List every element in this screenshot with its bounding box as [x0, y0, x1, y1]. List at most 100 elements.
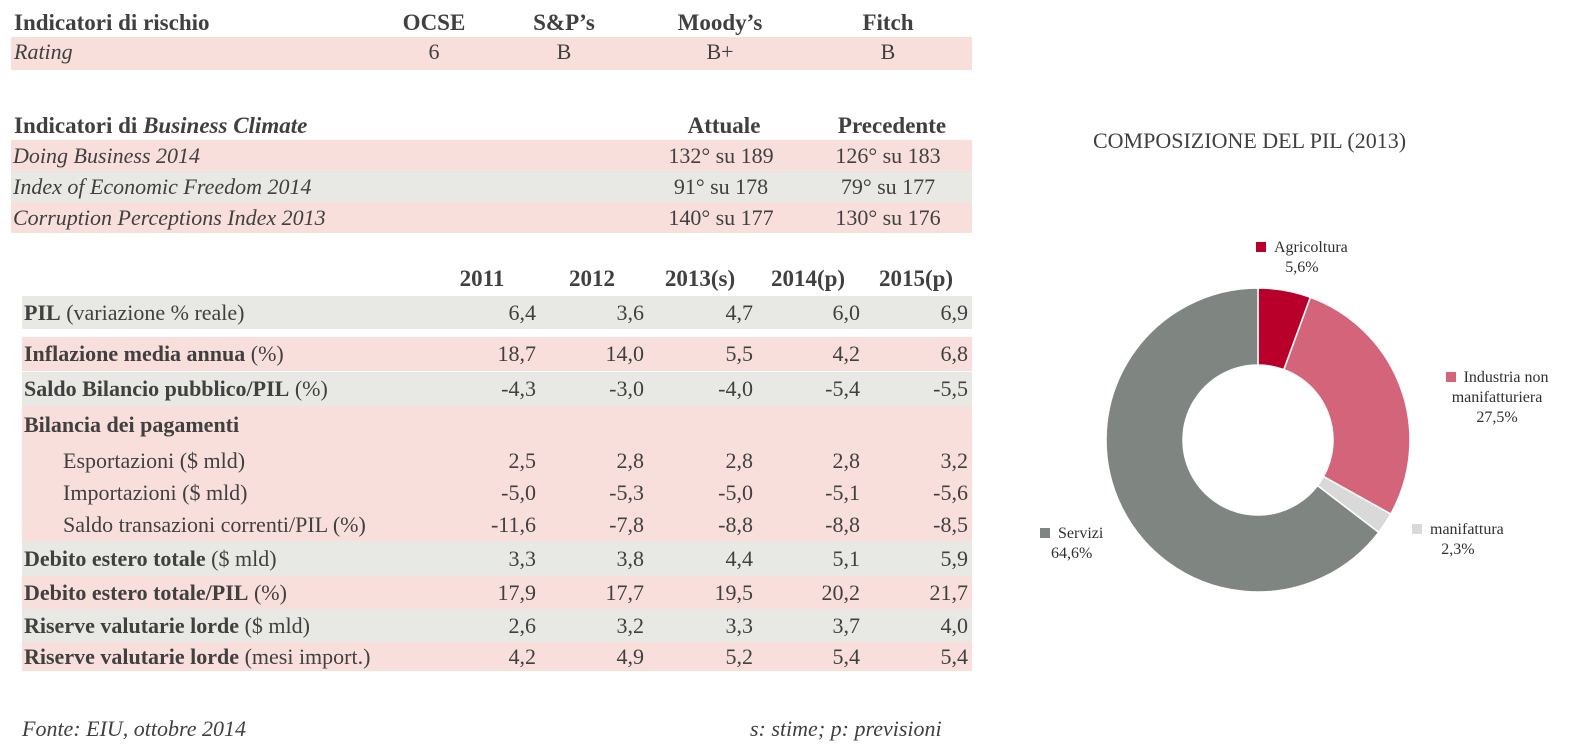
footer-note: s: stime; p: previsioni: [750, 716, 942, 741]
legend-label: Agricoltura: [1274, 239, 1348, 256]
business-title-prefix: Indicatori di: [14, 113, 144, 138]
legend-label: Servizi: [1058, 525, 1104, 542]
macro-value: 20,2: [821, 580, 861, 605]
macro-value: 5,2: [725, 644, 754, 669]
macro-row: Esportazioni ($ mld) 2,5 2,8 2,8 2,8 3,2: [22, 444, 972, 477]
macro-value: -11,6: [490, 512, 536, 537]
business-row-previous: 130° su 176: [835, 205, 941, 230]
legend-value: 27,5%: [1476, 409, 1518, 426]
macro-row-label: Debito estero totale/PIL (%): [24, 576, 287, 609]
gdp-donut-chart: [1105, 287, 1411, 593]
business-row-previous: 126° su 183: [835, 143, 941, 168]
legend-swatch: [1256, 242, 1266, 252]
macro-value: 3,7: [832, 613, 861, 638]
macro-value: 19,5: [714, 580, 754, 605]
business-row-label: Index of Economic Freedom 2014: [13, 174, 312, 199]
macro-row-label: Debito estero totale ($ mld): [24, 541, 277, 576]
macro-value: 6,9: [940, 300, 969, 325]
chart-title: COMPOSIZIONE DEL PIL (2013): [1093, 128, 1407, 153]
macro-value: 3,3: [725, 613, 754, 638]
macro-row-label: Riserve valutarie lorde ($ mld): [24, 609, 310, 642]
risk-value-moodys: B+: [706, 39, 734, 64]
macro-header-row: 2011 2012 2013(s) 2014(p) 2015(p): [22, 264, 972, 294]
macro-value: -5,0: [501, 480, 536, 505]
macro-row: Debito estero totale/PIL (%) 17,9 17,7 19,5…: [22, 576, 972, 609]
risk-col-ocse: OCSE: [402, 10, 466, 35]
business-row-current: 91° su 178: [673, 174, 769, 199]
risk-row-label: Rating: [14, 39, 73, 64]
macro-value: 21,7: [929, 580, 969, 605]
macro-year: 2011: [459, 266, 505, 291]
macro-value: 2,8: [832, 448, 861, 473]
macro-year: 2012: [569, 266, 615, 291]
donut-slice-industria-non-manifatturiera: [1282, 296, 1411, 516]
macro-value: -5,0: [718, 480, 753, 505]
legend-label: Industria non: [1463, 369, 1549, 386]
macro-value: 3,2: [940, 448, 969, 473]
macro-value: 4,7: [725, 300, 754, 325]
macro-row: PIL (variazione % reale) 6,4 3,6 4,7 6,0 6,9: [22, 296, 972, 329]
business-row: Doing Business 2014 132° su 189 126° su …: [11, 140, 972, 171]
macro-value: -3,0: [609, 376, 644, 401]
macro-row: Inflazione media annua (%) 18,7 14,0 5,5 4,2…: [22, 337, 972, 371]
business-row-label: Doing Business 2014: [13, 143, 200, 168]
business-col-previous: Precedente: [837, 113, 947, 138]
macro-value: 6,8: [940, 341, 969, 366]
macro-row: Saldo transazioni correnti/PIL (%) -11,6 -…: [22, 509, 972, 541]
macro-value: 5,4: [940, 644, 969, 669]
macro-row-label-text: Importazioni ($ mld): [63, 480, 248, 505]
risk-value-sp: B: [556, 39, 572, 64]
macro-row-label-bold: Riserve valutarie lorde: [24, 644, 240, 669]
macro-row: Debito estero totale ($ mld) 3,3 3,8 4,4 5,1…: [22, 541, 972, 576]
macro-value: -8,5: [933, 512, 968, 537]
macro-row: Riserve valutarie lorde ($ mld) 2,6 3,2 3,3…: [22, 609, 972, 642]
macro-value: -5,6: [933, 480, 968, 505]
macro-value: -5,4: [825, 376, 860, 401]
macro-value: 14,0: [605, 341, 645, 366]
macro-value: -8,8: [825, 512, 860, 537]
macro-value: 4,2: [508, 644, 537, 669]
macro-row-label: Saldo transazioni correnti/PIL (%): [63, 509, 366, 541]
business-row: Corruption Perceptions Index 2013 140° s…: [11, 202, 972, 233]
macro-row-label-text: (%): [245, 341, 284, 366]
macro-row-label-text: (mesi import.): [239, 644, 371, 669]
business-header-row: Indicatori di Business Climate Attuale P…: [14, 111, 972, 139]
donut-slice-servizi: [1105, 287, 1380, 593]
macro-value: 5,5: [725, 341, 754, 366]
macro-row-label-text: Esportazioni ($ mld): [63, 448, 246, 473]
macro-row-label-bold: Saldo Bilancio pubblico/PIL: [24, 376, 290, 401]
macro-value: -5,1: [825, 480, 860, 505]
legend-servizi: Servizi 64,6%: [1040, 524, 1103, 564]
macro-row-label-bold: Riserve valutarie lorde: [24, 613, 240, 638]
business-row-previous: 79° su 177: [840, 174, 936, 199]
macro-row-label: Importazioni ($ mld): [63, 477, 248, 509]
macro-year: 2015(p): [878, 266, 954, 291]
legend-swatch: [1445, 372, 1456, 382]
macro-row: Saldo Bilancio pubblico/PIL (%) -4,3 -3,0 -…: [22, 372, 972, 406]
legend-manifattura: manifattura 2,3%: [1412, 520, 1504, 560]
macro-value: 6,4: [508, 300, 537, 325]
risk-value-ocse: 6: [428, 39, 440, 64]
legend-swatch: [1040, 528, 1050, 538]
risk-header-row: Indicatori di rischio OCSE S&P’s Moody’s…: [14, 8, 972, 38]
macro-row-label-bold: Debito estero totale/PIL: [24, 580, 249, 605]
legend-value: 2,3%: [1441, 541, 1475, 558]
macro-value: -5,5: [933, 376, 968, 401]
macro-row-label: Inflazione media annua (%): [24, 337, 284, 371]
macro-value: 4,4: [725, 546, 754, 571]
macro-value: -5,3: [609, 480, 644, 505]
macro-value: 18,7: [497, 341, 537, 366]
macro-value: -8,8: [718, 512, 753, 537]
macro-row: Bilancia dei pagamenti: [22, 406, 972, 444]
macro-value: -4,0: [718, 376, 753, 401]
macro-value: 2,8: [616, 448, 645, 473]
legend-agricoltura: Agricoltura 5,6%: [1256, 238, 1348, 278]
business-row-current: 140° su 177: [668, 205, 774, 230]
macro-value: 17,9: [497, 580, 537, 605]
legend-label-line2: manifatturiera: [1451, 389, 1543, 406]
macro-row-label: Esportazioni ($ mld): [63, 444, 245, 477]
macro-value: 4,0: [940, 613, 969, 638]
legend-value: 5,6%: [1285, 259, 1319, 276]
macro-row-label: Riserve valutarie lorde (mesi import.): [24, 642, 370, 671]
risk-col-moodys: Moody’s: [677, 10, 763, 35]
